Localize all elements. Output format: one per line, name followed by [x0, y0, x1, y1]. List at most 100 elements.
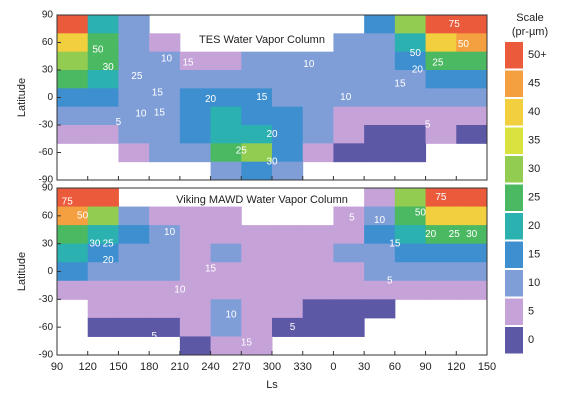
cell [425, 70, 457, 89]
y-tick-label: -30 [39, 120, 54, 131]
contour-label: 25 [131, 71, 143, 82]
cell [394, 143, 427, 163]
cell [179, 336, 212, 356]
cell [149, 88, 181, 108]
cell [272, 88, 304, 108]
cell [425, 280, 457, 300]
cell [302, 125, 334, 144]
contour-label: 15 [394, 78, 406, 89]
cell [364, 225, 396, 245]
cell [272, 161, 304, 181]
contour-label: 30 [89, 238, 101, 249]
contour-label: 10 [164, 227, 176, 238]
cell [57, 206, 89, 226]
cell [57, 51, 89, 71]
cell [210, 280, 242, 300]
cell [272, 280, 304, 300]
cell [241, 88, 273, 108]
cell [210, 88, 242, 108]
contour-label: 30 [103, 62, 115, 73]
cell [456, 125, 488, 144]
cell [333, 33, 365, 53]
cell [179, 106, 212, 126]
x-tick-label: 240 [201, 361, 219, 373]
contour-label: 15 [389, 238, 401, 249]
cell [272, 106, 304, 126]
cell [210, 225, 242, 245]
contour-label: 5 [116, 117, 122, 128]
cell [364, 206, 396, 226]
x-axis-label: Ls [266, 379, 278, 391]
cell [364, 33, 396, 53]
y-tick-label: 0 [47, 92, 53, 103]
contour-label: 15 [182, 57, 194, 68]
cell [57, 15, 89, 34]
contour-label: 10 [135, 109, 147, 120]
cell [456, 243, 488, 263]
x-tick-label: 180 [140, 361, 158, 373]
cell [456, 106, 488, 126]
contour-label: 25 [103, 238, 115, 249]
cell [272, 51, 304, 71]
cell [57, 106, 89, 126]
cell [364, 106, 396, 126]
cell [87, 225, 119, 245]
cell [425, 15, 457, 34]
cell [272, 243, 304, 263]
contour-label: 50 [415, 208, 427, 219]
cell [179, 143, 212, 163]
cell [425, 262, 457, 282]
cell [118, 70, 150, 89]
contour-label: 10 [340, 92, 352, 103]
cell [425, 206, 457, 226]
cell [118, 88, 150, 108]
contour-label: 10 [174, 285, 186, 296]
colorbar-swatch [505, 270, 523, 297]
cell [364, 15, 396, 34]
cell [210, 51, 242, 71]
cell [333, 88, 365, 108]
contour-label: 30 [466, 229, 478, 240]
contour-label: 20 [103, 255, 115, 266]
y-tick-label: 30 [42, 238, 54, 249]
x-tick-label: 120 [447, 361, 465, 373]
colorbar-swatch [505, 70, 523, 97]
cell [87, 317, 119, 337]
cell [394, 15, 427, 34]
cell [210, 125, 242, 144]
contour-label: 10 [303, 59, 315, 70]
cell [425, 125, 457, 144]
cell [302, 262, 334, 282]
cell [210, 243, 242, 263]
cell [179, 317, 212, 337]
cell [333, 299, 365, 319]
colorbar-swatch [505, 42, 523, 69]
colorbar-label: 35 [528, 135, 540, 147]
cell [364, 262, 396, 282]
cell [149, 225, 181, 245]
cell [394, 70, 427, 89]
cell [87, 33, 119, 53]
colorbar-label: 20 [528, 220, 540, 232]
cell [394, 106, 427, 126]
cell [333, 206, 365, 226]
cell [364, 243, 396, 263]
cell [456, 15, 488, 34]
colorbar-swatch [505, 327, 523, 354]
contour-label: 15 [241, 338, 253, 349]
contour-label: 75 [62, 197, 74, 208]
colorbar-swatch [505, 241, 523, 268]
colorbar-swatch [505, 99, 523, 126]
cell [210, 299, 242, 319]
cell [179, 70, 212, 89]
colorbar-label: 15 [528, 249, 540, 261]
cell [364, 280, 396, 300]
cell [149, 262, 181, 282]
x-tick-label: 120 [79, 361, 97, 373]
cell [241, 262, 273, 282]
cell [149, 33, 181, 53]
panel-title: Viking MAWD Water Vapor Column [176, 194, 348, 206]
contour-label: 5 [349, 212, 355, 223]
cell [57, 188, 89, 208]
cell [456, 280, 488, 300]
